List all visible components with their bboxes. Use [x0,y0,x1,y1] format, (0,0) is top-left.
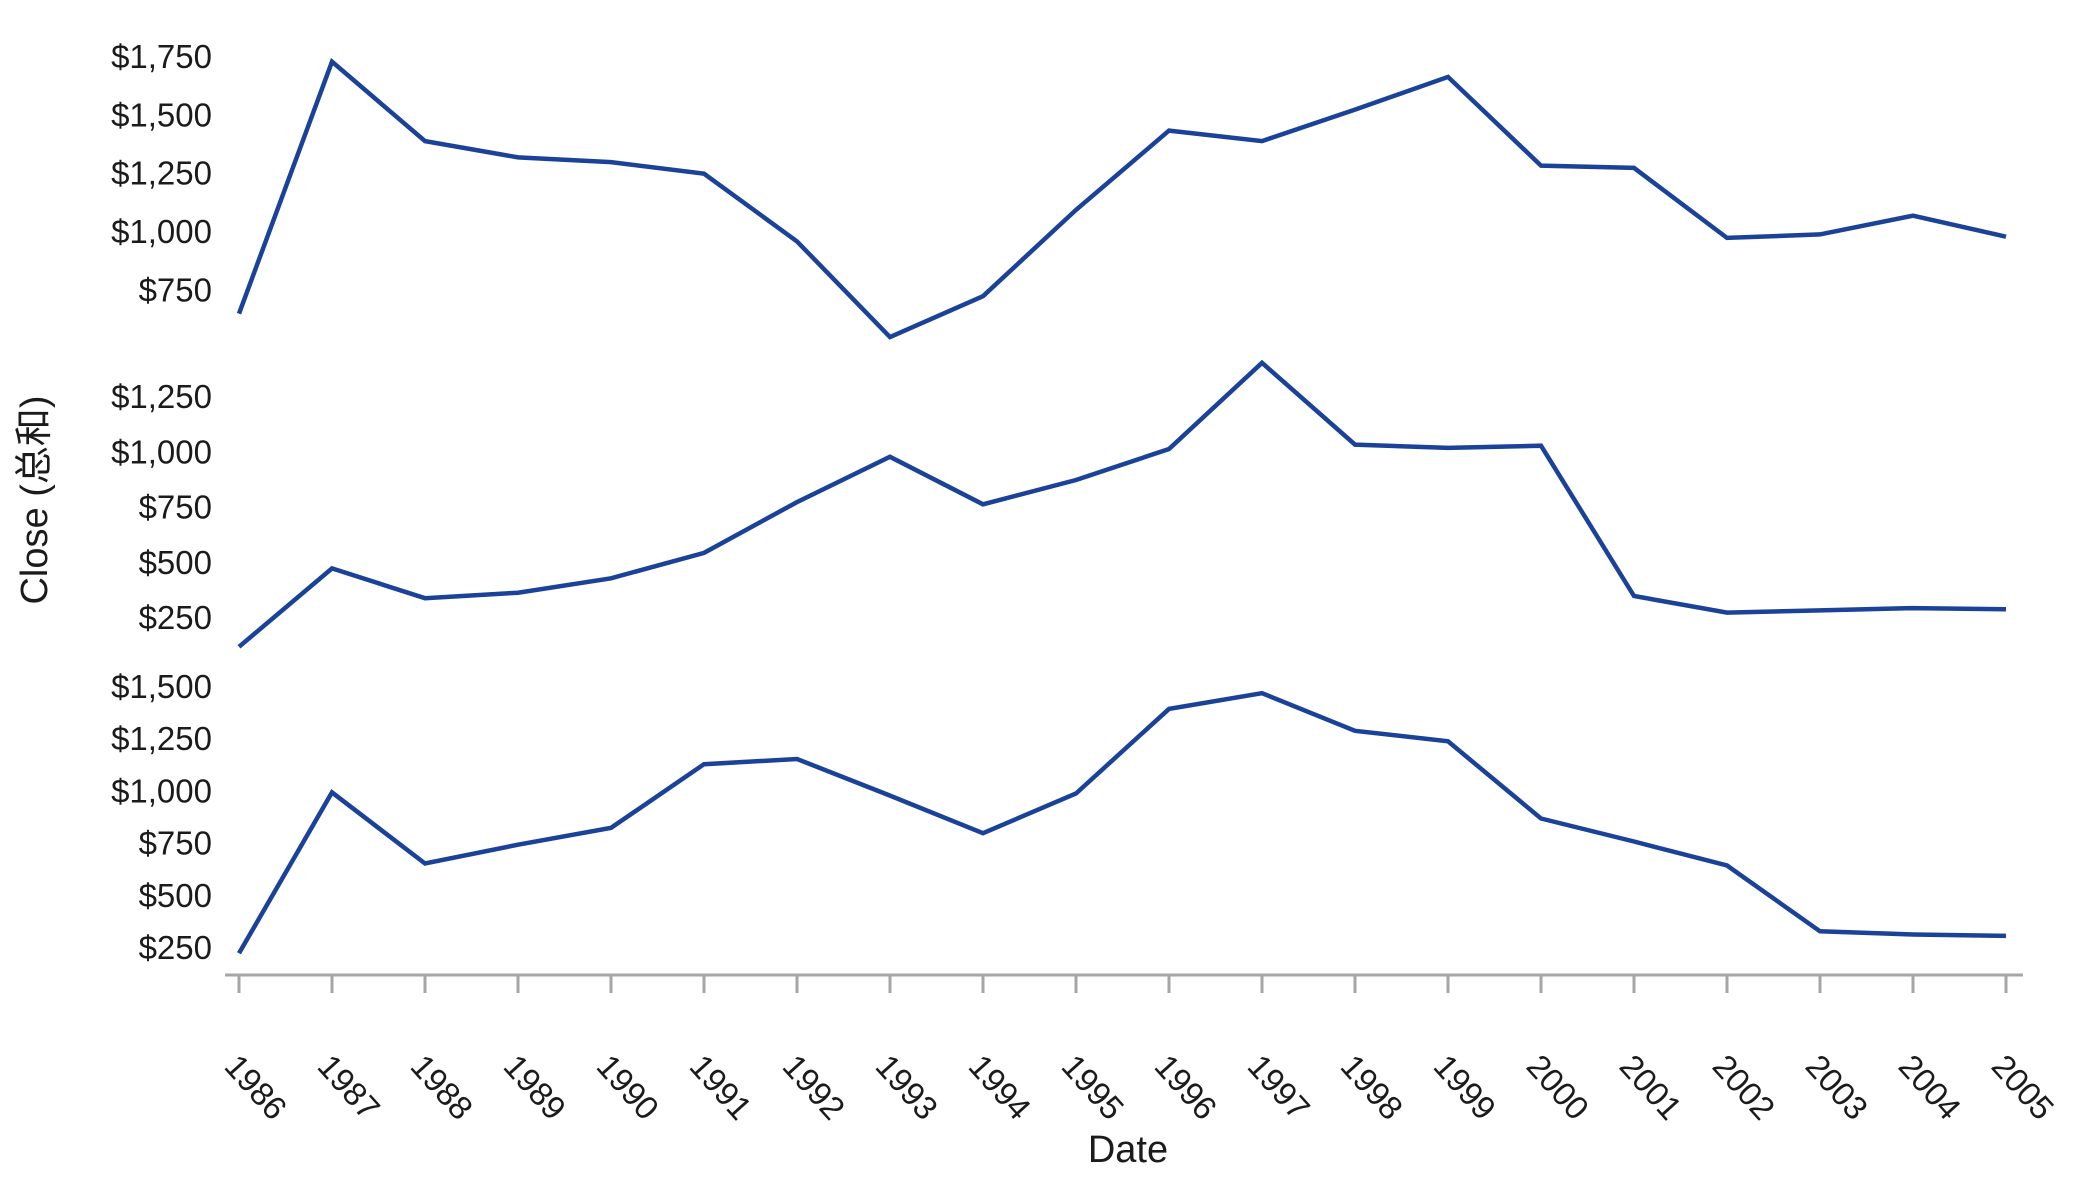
y-tick-label: $1,250 [111,720,212,757]
y-tick-label: $750 [139,489,212,526]
y-tick-label: $1,500 [111,96,212,133]
x-tick-label: 1991 [683,1047,760,1126]
x-tick-label: 1992 [776,1047,853,1126]
y-tick-label: $1,000 [111,433,212,470]
x-tick-label: 2004 [1892,1047,1969,1126]
x-tick-label: 1994 [962,1047,1039,1126]
x-tick-label: 2002 [1706,1047,1783,1126]
facet-top: $1,750 $1,500 $1,250 $1,000 $750 [111,38,2007,340]
x-tick-label: 1993 [869,1047,946,1126]
x-tick-label: 2001 [1613,1047,1690,1126]
x-tick-label: 2003 [1799,1047,1876,1126]
y-tick-label: $1,000 [111,772,212,809]
chart-panes: $1,750 $1,500 $1,250 $1,000 $750 $1,250 $1,000… [111,38,2007,966]
x-axis-ticks [237,975,2008,993]
y-tick-label: $250 [139,599,212,636]
x-axis-labels: 1986 1987 1988 1989 1990 1991 1992 1993 1994 1995… [218,1047,2062,1126]
y-tick-label: $500 [139,877,212,914]
x-tick-label: 1988 [404,1047,481,1126]
x-axis-title: Date [1088,1129,1168,1171]
y-tick-label: $750 [139,271,212,308]
y-tick-label: $1,500 [111,668,212,705]
x-tick-label: 1996 [1148,1047,1225,1126]
x-tick-label: 1987 [311,1047,388,1126]
y-tick-label: $500 [139,544,212,581]
x-tick-label: 2005 [1985,1047,2062,1126]
y-axis-title: Close (总和) [14,395,56,604]
y-tick-label: $1,000 [111,213,212,250]
x-tick-label: 1997 [1241,1047,1318,1126]
facet-bottom: $1,500 $1,250 $1,000 $750 $500 $250 [111,668,2007,966]
x-tick-label: 1995 [1055,1047,1132,1126]
facet-bottom-line-series[interactable] [237,690,2007,955]
y-tick-label: $250 [139,929,212,966]
facet-middle: $1,250 $1,000 $750 $500 $250 [111,359,2007,649]
y-tick-label: $1,250 [111,378,212,415]
x-tick-label: 2000 [1520,1047,1597,1126]
x-tick-label: 1998 [1334,1047,1411,1126]
y-tick-label: $1,250 [111,155,212,192]
x-tick-label: 1989 [497,1047,574,1126]
facet-middle-line-series[interactable] [237,359,2007,649]
x-tick-label: 1990 [590,1047,667,1126]
x-tick-label: 1999 [1427,1047,1504,1126]
x-tick-label: 1986 [218,1047,295,1126]
facet-top-line-series[interactable] [236,57,2007,340]
y-tick-label: $750 [139,825,212,862]
y-tick-label: $1,750 [111,38,212,75]
